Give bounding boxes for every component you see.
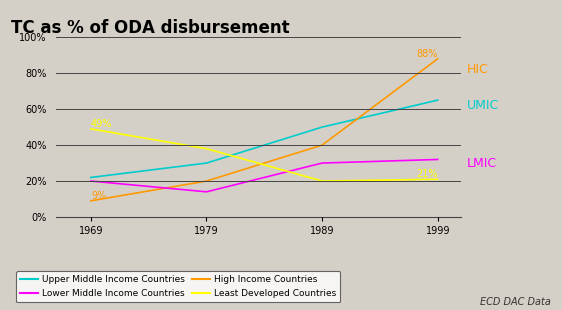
Legend: Upper Middle Income Countries, Lower Middle Income Countries, High Income Countr: Upper Middle Income Countries, Lower Mid… <box>16 271 341 302</box>
Text: TC as % of ODA disbursement: TC as % of ODA disbursement <box>11 19 290 37</box>
Text: 9%: 9% <box>91 191 106 201</box>
Text: 88%: 88% <box>416 49 438 59</box>
Text: 49%: 49% <box>91 119 112 129</box>
Text: 21%: 21% <box>416 169 438 179</box>
Text: ECD DAC Data: ECD DAC Data <box>480 297 551 307</box>
Text: HIC: HIC <box>466 63 488 76</box>
Text: UMIC: UMIC <box>466 99 498 112</box>
Text: LMIC: LMIC <box>466 157 497 170</box>
